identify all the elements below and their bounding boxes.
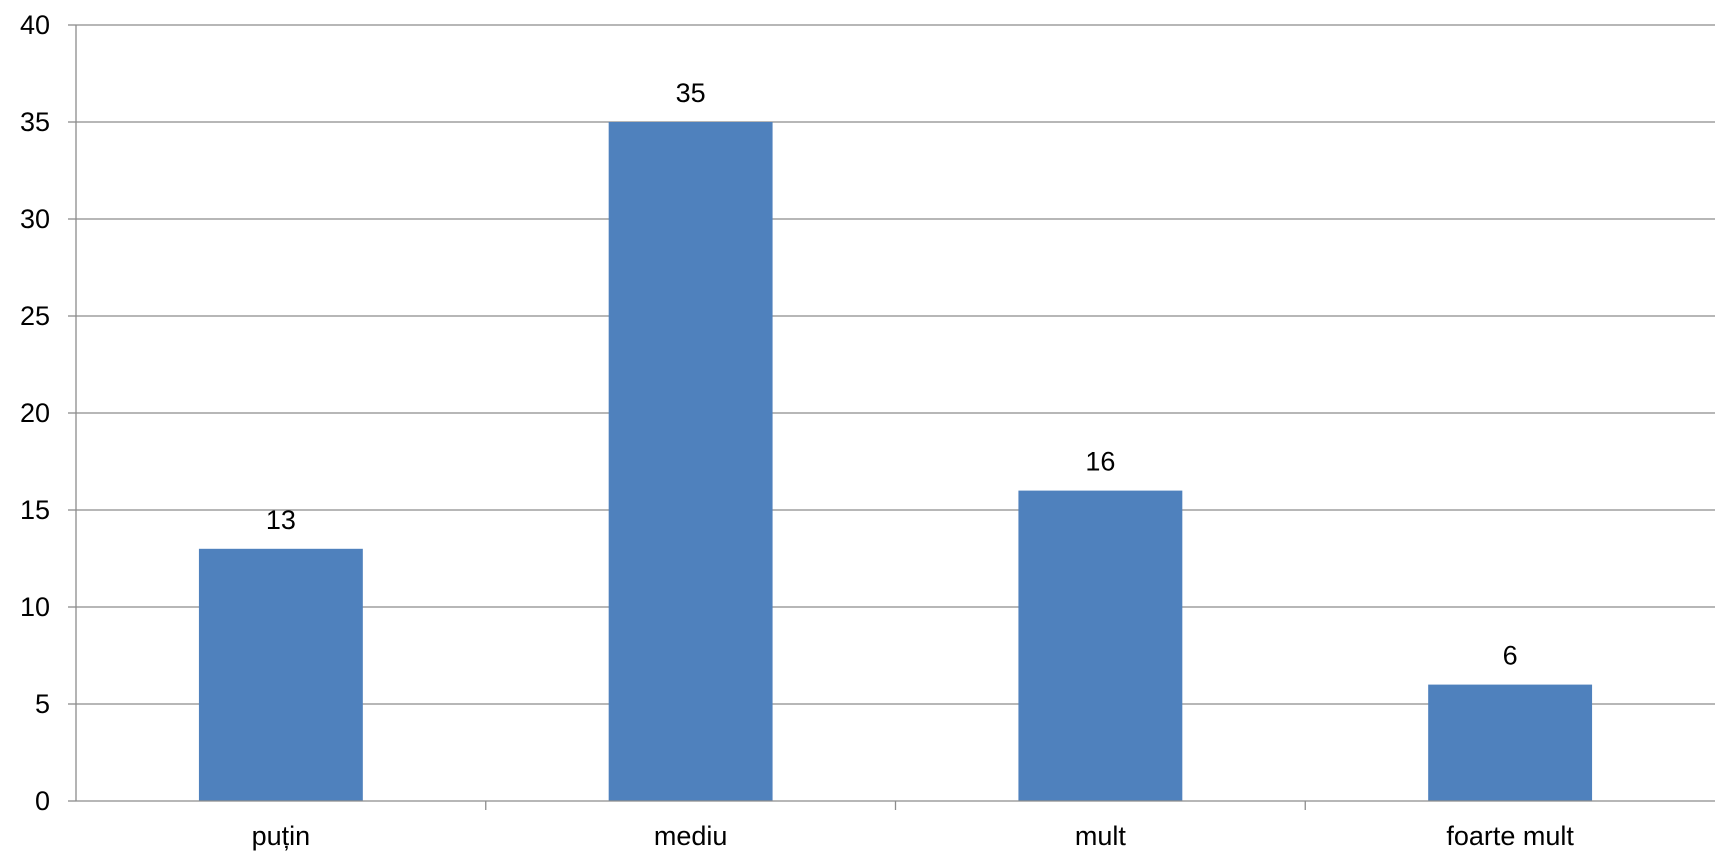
bar-foarte-mult xyxy=(1428,684,1593,801)
bar-puțin xyxy=(198,548,363,801)
data-label: 13 xyxy=(266,505,296,535)
x-tick-label: foarte mult xyxy=(1446,821,1574,851)
bar-mult xyxy=(1018,490,1183,801)
bar-mediu xyxy=(608,122,773,801)
labels: 0 5 10 15 20 25 30 35 40 13 puțin 35 mediu 16 mult 6 foa… xyxy=(20,10,1574,851)
y-tick-label: 25 xyxy=(20,301,50,331)
y-tick-label: 10 xyxy=(20,592,50,622)
data-label: 35 xyxy=(676,78,706,108)
y-tick-label: 5 xyxy=(35,689,50,719)
axes xyxy=(68,24,1715,810)
bars xyxy=(198,122,1593,801)
x-tick-label: puțin xyxy=(252,821,311,851)
x-tick-label: mediu xyxy=(654,821,728,851)
data-label: 16 xyxy=(1085,447,1115,477)
x-tick-label: mult xyxy=(1075,821,1127,851)
y-tick-label: 30 xyxy=(20,204,50,234)
y-tick-label: 15 xyxy=(20,495,50,525)
data-label: 6 xyxy=(1503,641,1518,671)
y-tick-label: 20 xyxy=(20,398,50,428)
y-tick-label: 40 xyxy=(20,10,50,40)
y-tick-label: 35 xyxy=(20,107,50,137)
y-tick-label: 0 xyxy=(35,786,50,816)
